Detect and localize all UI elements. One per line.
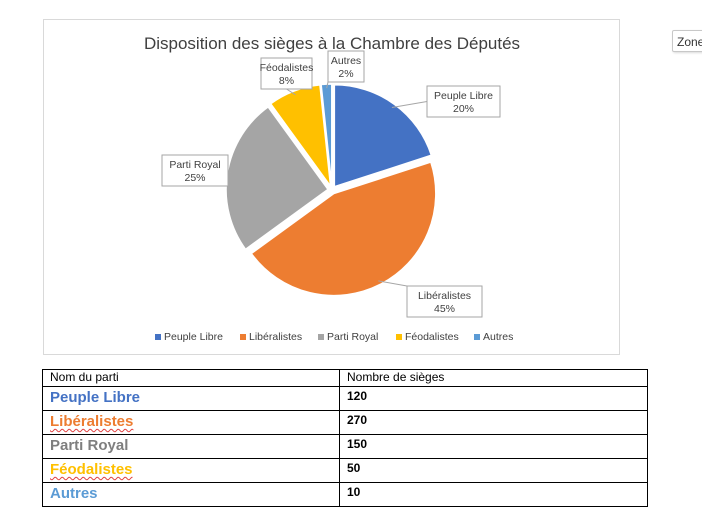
party-name-cell[interactable]: Peuple Libre [42, 386, 340, 411]
table-row: Féodalistes 50 [42, 458, 648, 483]
callout-box-liberalistes[interactable] [406, 285, 483, 318]
seat-count-cell[interactable]: 150 [339, 434, 648, 459]
callout-percent-parti-royal: 25% [184, 172, 205, 184]
legend-label-autres[interactable]: Autres [483, 331, 513, 343]
callout-name-liberalistes: Libéralistes [418, 290, 471, 302]
callout-leader-liberalistes [378, 280, 408, 287]
party-name: Autres [50, 485, 98, 502]
party-name: Peuple Libre [50, 389, 141, 406]
legend-swatch-parti-royal [318, 334, 324, 340]
chart-area[interactable]: Disposition des sièges à la Chambre des … [43, 19, 620, 355]
callout-name-feodalistes: Féodalistes [260, 62, 314, 74]
callout-percent-feodalistes: 8% [279, 75, 294, 87]
seat-count-cell[interactable]: 270 [339, 410, 648, 435]
party-name-cell[interactable]: Libéralistes [42, 410, 340, 435]
callout-leader-feodalistes [286, 88, 296, 96]
seats-table: Nom du parti Nombre de sièges Peuple Lib… [42, 369, 648, 507]
party-name-cell[interactable]: Autres [42, 482, 340, 507]
legend-label-peuple-libre[interactable]: Peuple Libre [164, 331, 223, 343]
callout-box-parti-royal[interactable] [161, 154, 229, 187]
seat-count-cell[interactable]: 50 [339, 458, 648, 483]
callout-percent-liberalistes: 45% [434, 303, 455, 315]
header-seat-count: Nombre de sièges [339, 369, 648, 387]
legend-label-parti-royal[interactable]: Parti Royal [327, 331, 378, 343]
pie-slice-feodalistes[interactable] [269, 83, 332, 189]
table-header-row: Nom du parti Nombre de sièges [42, 369, 648, 387]
table-row: Parti Royal 150 [42, 434, 648, 459]
pie-slice-autres[interactable] [320, 83, 333, 187]
callout-percent-autres: 2% [338, 68, 353, 80]
pie-slice-liberalistes[interactable] [250, 161, 437, 297]
party-name: Parti Royal [50, 437, 129, 454]
callout-leader-autres [326, 81, 329, 89]
pie-slice-peuple-libre[interactable] [333, 84, 433, 188]
callout-box-feodalistes[interactable] [260, 57, 313, 90]
party-name: Féodalistes [50, 461, 133, 478]
callout-leader-peuple-libre [391, 101, 428, 108]
legend-swatch-feodalistes [396, 334, 402, 340]
legend-swatch-peuple-libre [155, 334, 161, 340]
party-name-cell[interactable]: Féodalistes [42, 458, 340, 483]
seat-count-cell[interactable]: 10 [339, 482, 648, 507]
legend-label-feodalistes[interactable]: Féodalistes [405, 331, 459, 343]
pie-chart: Disposition des sièges à la Chambre des … [144, 34, 520, 343]
callout-name-peuple-libre: Peuple Libre [434, 90, 493, 102]
seat-count-cell[interactable]: 120 [339, 386, 648, 411]
callout-box-autres[interactable] [327, 50, 365, 83]
party-name: Libéralistes [50, 413, 134, 430]
legend-label-liberalistes[interactable]: Libéralistes [249, 331, 302, 343]
chart-title: Disposition des sièges à la Chambre des … [144, 34, 520, 53]
callout-name-autres: Autres [331, 55, 361, 67]
party-name-cell[interactable]: Parti Royal [42, 434, 340, 459]
callout-leader-parti-royal [227, 170, 232, 175]
header-party-name: Nom du parti [42, 369, 340, 387]
legend-swatch-liberalistes [240, 334, 246, 340]
callout-percent-peuple-libre: 20% [453, 103, 474, 115]
table-row: Peuple Libre 120 [42, 386, 648, 411]
table-row: Autres 10 [42, 482, 648, 507]
table-row: Libéralistes 270 [42, 410, 648, 435]
legend-swatch-autres [474, 334, 480, 340]
side-panel-tab[interactable]: Zone [672, 30, 702, 52]
callout-name-parti-royal: Parti Royal [169, 159, 220, 171]
callout-box-peuple-libre[interactable] [426, 85, 501, 118]
